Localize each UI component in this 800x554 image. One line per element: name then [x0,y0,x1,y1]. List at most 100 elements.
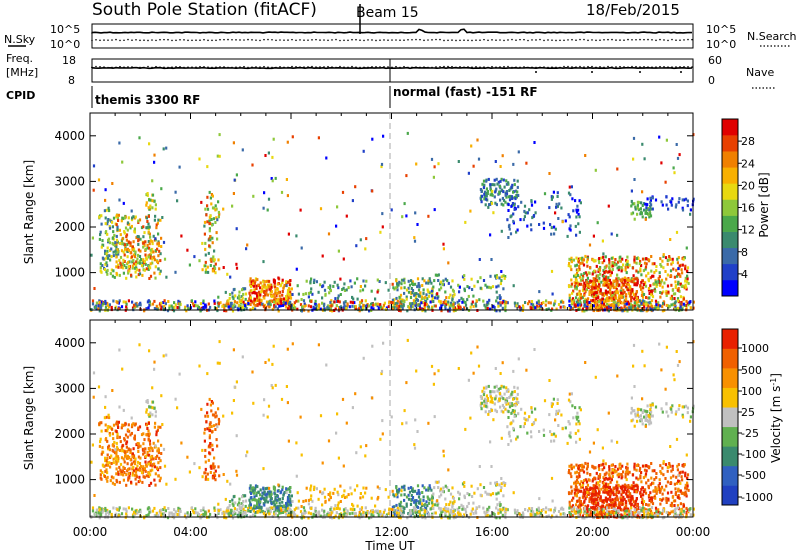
echo-cell [610,297,613,300]
echo-cell [476,280,479,284]
echo-cell [374,504,377,508]
echo-cell [356,504,359,508]
echo-cell [611,294,614,298]
echo-cell [641,295,645,299]
echo-cell [138,268,141,272]
echo-cell [112,461,115,465]
echo-cell [375,302,378,306]
echo-cell [216,237,219,241]
echo-cell [481,401,484,405]
echo-cell [281,497,284,500]
echo-cell [499,405,502,409]
echo-cell [115,271,118,275]
echo-cell [547,307,550,311]
echo-cell [216,444,219,448]
echo-cell [130,255,134,259]
echo-cell [483,402,486,406]
echo-cell [353,281,356,285]
echo-cell [673,297,676,300]
echo-cell [119,440,122,444]
echo-cell [571,307,574,311]
echo-cell [329,496,332,500]
echo-cell [430,281,433,285]
echo-cell [150,250,153,254]
echo-cell [676,274,679,278]
echo-cell [677,288,680,292]
echo-cell [495,187,498,191]
echo-cell [436,503,439,507]
echo-cell [493,195,496,199]
echo-cell [686,269,689,273]
echo-cell [421,277,424,281]
echo-cell [133,227,136,231]
nave-trace-dot [611,66,613,68]
echo-cell [105,415,108,419]
echo-cell [645,302,648,306]
echo-cell [655,269,658,273]
echo-cell [191,302,195,306]
echo-cell [621,500,624,504]
echo-cell [644,265,648,269]
echo-cell [509,194,512,198]
echo-cell [135,475,138,479]
nsearch-trace-dot [163,38,165,41]
nave-trace-dot [587,65,589,68]
echo-cell [92,164,96,168]
echo-cell [156,467,159,470]
echo-cell [309,497,312,501]
nsearch-trace-dot [463,39,465,42]
echo-cell [98,309,101,313]
echo-cell [556,398,559,402]
echo-cell [416,505,419,509]
echo-cell [208,227,211,231]
echo-cell [309,305,313,309]
echo-cell [515,304,518,308]
echo-cell [463,277,466,281]
echo-cell [495,309,498,313]
echo-cell [492,211,495,215]
echo-cell [397,307,400,311]
echo-cell [371,189,374,193]
echo-cell [552,397,555,401]
echo-cell [499,386,502,390]
echo-cell [548,206,551,210]
echo-cell [643,305,646,309]
echo-cell [101,450,104,454]
echo-cell [128,474,131,477]
echo-cell [382,303,385,307]
echo-cell [154,456,157,460]
echo-cell [255,287,258,290]
echo-cell [452,301,455,305]
nave-outlier [535,71,537,73]
nave-trace-dot [595,66,597,69]
echo-cell [575,279,578,283]
echo-cell [495,492,498,496]
echo-cell [666,273,669,277]
echo-cell [151,193,155,197]
echo-cell [312,281,316,284]
echo-cell [437,480,440,484]
echo-cell [134,250,137,254]
echo-cell [291,135,294,139]
echo-cell [264,154,267,157]
echo-cell [400,485,404,489]
echo-cell [120,456,124,460]
echo-cell [126,454,130,458]
echo-cell [678,264,681,268]
echo-cell [577,467,580,471]
echo-cell [334,307,337,311]
echo-cell [512,162,515,166]
echo-cell [604,291,608,295]
echo-cell [509,394,512,398]
echo-cell [128,448,131,452]
echo-cell [627,277,630,280]
echo-cell [280,504,283,508]
echo-cell [528,415,531,419]
echo-cell [675,475,678,479]
echo-cell [632,157,635,161]
echo-cell [242,300,245,304]
echo-cell [522,306,525,310]
echo-cell [550,197,553,201]
echo-cell [116,250,119,254]
echo-cell [653,477,656,481]
